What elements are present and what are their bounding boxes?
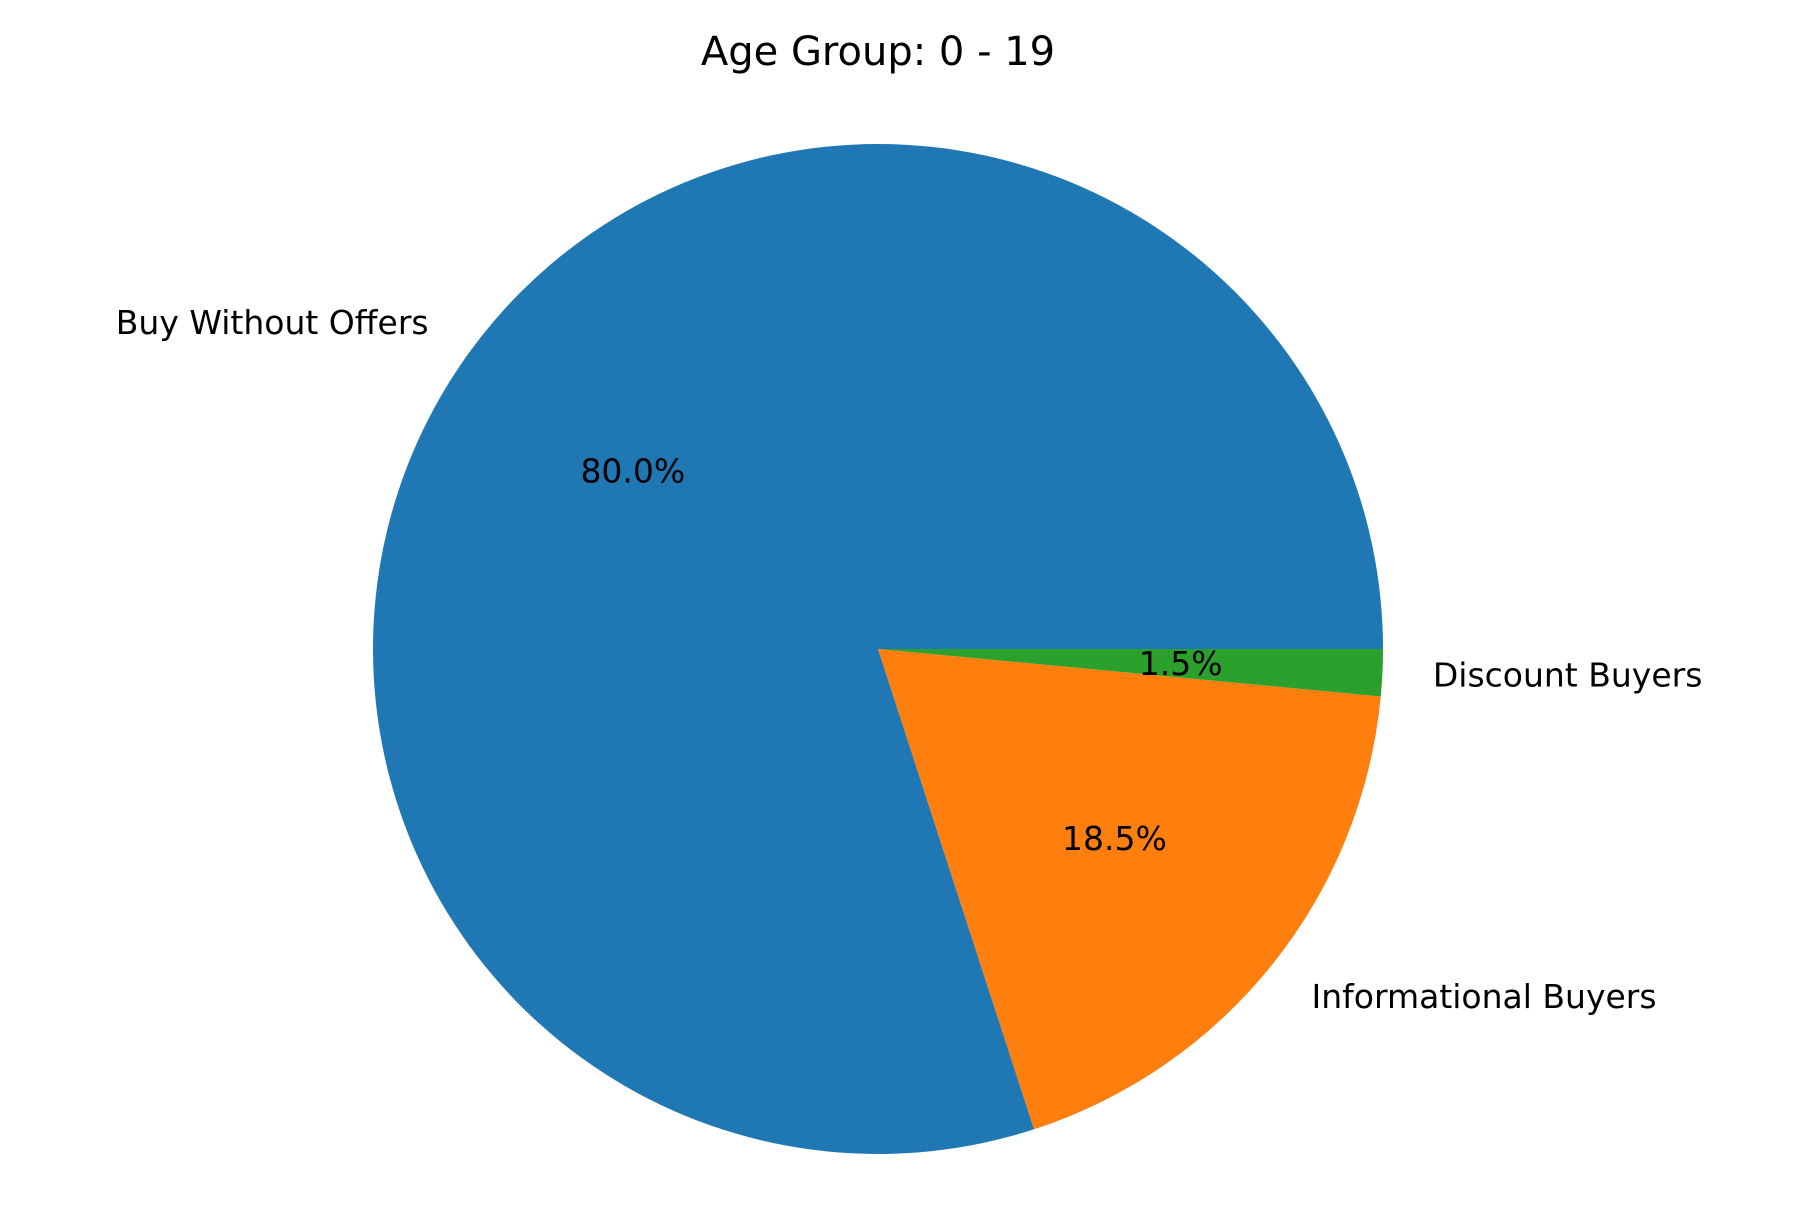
pie-slice-informational-buyers <box>878 649 1381 1130</box>
slice-label: Buy Without Offers <box>116 303 429 342</box>
slice-percent-label: 80.0% <box>580 451 685 490</box>
pie-slices <box>373 144 1383 1155</box>
pie-labels: Buy Without Offers 80.0% Informational Buy… <box>116 303 1703 1016</box>
chart-title: Age Group: 0 - 19 <box>701 29 1055 75</box>
slice-percent-label: 1.5% <box>1139 644 1223 683</box>
pie-slice-buy-without-offers <box>373 144 1383 1155</box>
slice-label: Informational Buyers <box>1312 977 1657 1016</box>
slice-label: Discount Buyers <box>1433 656 1703 695</box>
slice-percent-label: 18.5% <box>1062 819 1167 858</box>
pie-slice-discount-buyers <box>878 649 1383 697</box>
